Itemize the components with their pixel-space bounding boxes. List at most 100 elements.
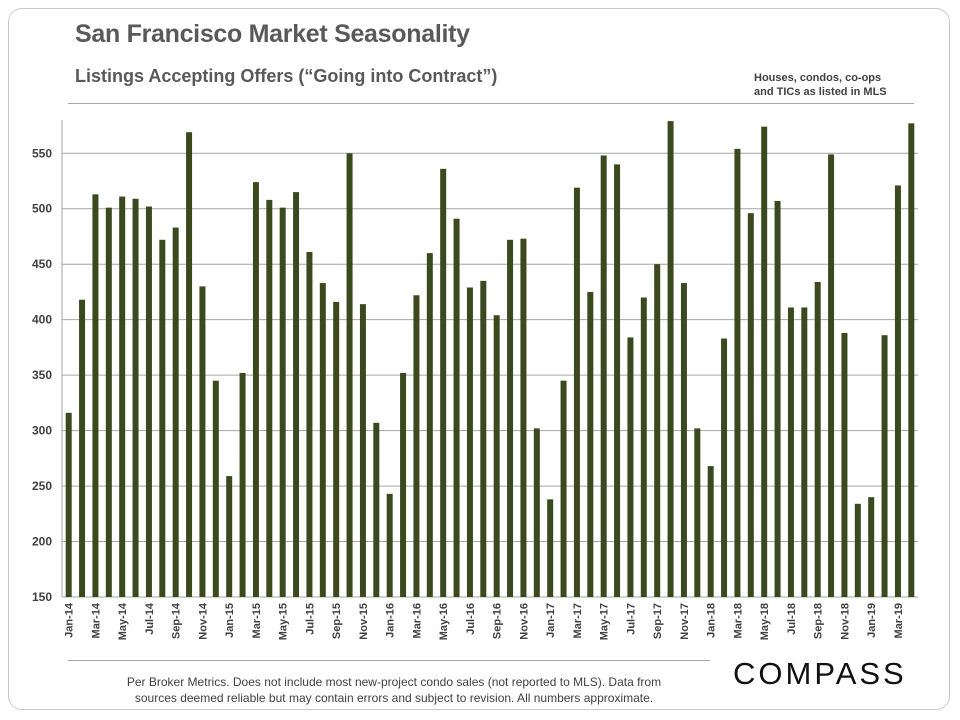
x-tick-label: Sep-18 (813, 603, 825, 639)
x-tick-label: Nov-15 (358, 603, 370, 640)
x-tick-label: Jan-17 (545, 603, 557, 638)
bar-Dec-18 (854, 503, 861, 597)
bar-Feb-16 (400, 372, 407, 597)
bar-Jan-17 (547, 499, 554, 597)
bar-Dec-14 (212, 380, 219, 597)
x-tick-label: May-17 (599, 603, 611, 640)
bar-Mar-14 (92, 194, 99, 598)
bar-Apr-14 (105, 207, 112, 597)
bar-Apr-18 (747, 213, 754, 597)
x-axis-ticks: Jan-14 Mar-14 May-14 Jul-14 Sep-14 Nov-14 Jan-… (64, 602, 905, 640)
bar-Oct-16 (507, 239, 514, 597)
bar-Apr-17 (587, 291, 594, 597)
bar-Mar-18 (734, 148, 741, 597)
bar-Jul-16 (466, 287, 473, 597)
bar-May-16 (440, 168, 447, 597)
x-tick-label: Sep-15 (331, 603, 343, 639)
bar-Nov-17 (680, 283, 687, 597)
y-tick-label: 300 (32, 424, 52, 438)
bar-Apr-16 (426, 253, 433, 597)
bars (65, 121, 915, 598)
x-tick-label: Mar-16 (411, 603, 423, 638)
x-tick-label: May-16 (438, 603, 450, 640)
bar-May-18 (761, 126, 768, 597)
y-tick-label: 400 (32, 313, 52, 327)
y-tick-label: 350 (32, 368, 52, 382)
bar-Jan-18 (707, 466, 714, 597)
y-tick-label: 200 (32, 535, 52, 549)
bar-Aug-16 (480, 280, 487, 597)
bar-Jun-16 (453, 218, 460, 597)
bar-Oct-15 (346, 153, 353, 598)
bar-Oct-17 (667, 121, 674, 597)
x-tick-label: Jul-16 (465, 603, 477, 635)
bar-Sep-16 (493, 315, 500, 597)
bar-Feb-14 (79, 299, 86, 597)
chart-subtitle: Listings Accepting Offers (“Going into C… (75, 66, 498, 86)
bar-Jan-16 (386, 493, 393, 597)
bar-Sep-17 (654, 264, 661, 597)
bar-Sep-18 (814, 281, 821, 597)
x-tick-label: Jan-14 (64, 602, 76, 638)
header-divider (68, 103, 914, 104)
x-tick-label: Jan-18 (706, 603, 718, 638)
x-tick-label: Nov-17 (679, 603, 691, 640)
bar-Dec-15 (373, 422, 380, 597)
x-tick-label: Nov-18 (839, 603, 851, 640)
bar-May-15 (279, 207, 286, 597)
x-tick-label: Jan-19 (866, 603, 878, 638)
bar-Apr-15 (266, 199, 273, 598)
x-tick-label: Sep-14 (171, 602, 183, 639)
footer-line-2: sources deemed reliable but may contain … (134, 691, 654, 705)
x-tick-label: Nov-14 (197, 602, 209, 640)
bar-Apr-19 (908, 123, 915, 597)
data-note-line-1: Houses, condos, co-ops (754, 72, 882, 84)
bar-Aug-14 (159, 239, 166, 597)
x-tick-label: Jul-17 (625, 603, 637, 635)
x-tick-label: Jul-15 (304, 603, 316, 635)
bar-Oct-14 (186, 132, 193, 597)
x-tick-label: May-18 (759, 603, 771, 640)
bar-Jul-17 (627, 337, 634, 597)
compass-logo: COMPASS (733, 656, 907, 691)
bar-Nov-14 (199, 286, 206, 597)
data-note: Houses, condos, co-ops and TICs as liste… (754, 71, 887, 99)
bar-Jul-15 (306, 252, 313, 598)
data-note-line-2: and TICs as listed in MLS (754, 86, 887, 98)
bar-Nov-16 (520, 238, 527, 597)
footer-line-1: Per Broker Metrics. Does not include mos… (126, 675, 662, 689)
x-tick-label: Jul-18 (786, 603, 798, 635)
bar-Nov-15 (359, 304, 366, 597)
bar-Jul-14 (145, 206, 152, 597)
x-tick-label: May-15 (278, 603, 290, 640)
x-tick-label: Mar-17 (572, 603, 584, 638)
x-tick-label: Mar-14 (90, 602, 102, 638)
y-tick-label: 150 (32, 590, 52, 604)
x-tick-label: Mar-15 (251, 603, 263, 638)
bar-Dec-17 (694, 428, 701, 597)
x-tick-label: Mar-19 (893, 603, 905, 638)
y-tick-label: 500 (32, 202, 52, 216)
bar-Jun-17 (614, 164, 621, 598)
bar-Jun-15 (293, 192, 300, 597)
x-tick-label: Mar-18 (732, 603, 744, 638)
y-tick-label: 250 (32, 479, 52, 493)
bar-Feb-17 (560, 380, 567, 597)
x-tick-label: Jan-15 (224, 603, 236, 638)
x-tick-label: Jan-16 (385, 603, 397, 638)
bar-Mar-16 (413, 295, 420, 597)
bar-Feb-15 (239, 372, 246, 597)
bar-Jan-15 (226, 476, 233, 597)
bar-Aug-15 (319, 283, 326, 597)
bar-Aug-18 (801, 307, 808, 597)
bar-Mar-17 (573, 187, 580, 598)
bar-Feb-18 (721, 338, 728, 597)
bar-Mar-19 (894, 185, 901, 597)
x-tick-label: Sep-17 (652, 603, 664, 639)
footer-text: Per Broker Metrics. Does not include mos… (40, 674, 748, 706)
slide-frame (8, 8, 950, 710)
bar-May-17 (600, 155, 607, 597)
bar-Feb-19 (881, 335, 888, 597)
x-tick-label: Jul-14 (144, 602, 156, 635)
